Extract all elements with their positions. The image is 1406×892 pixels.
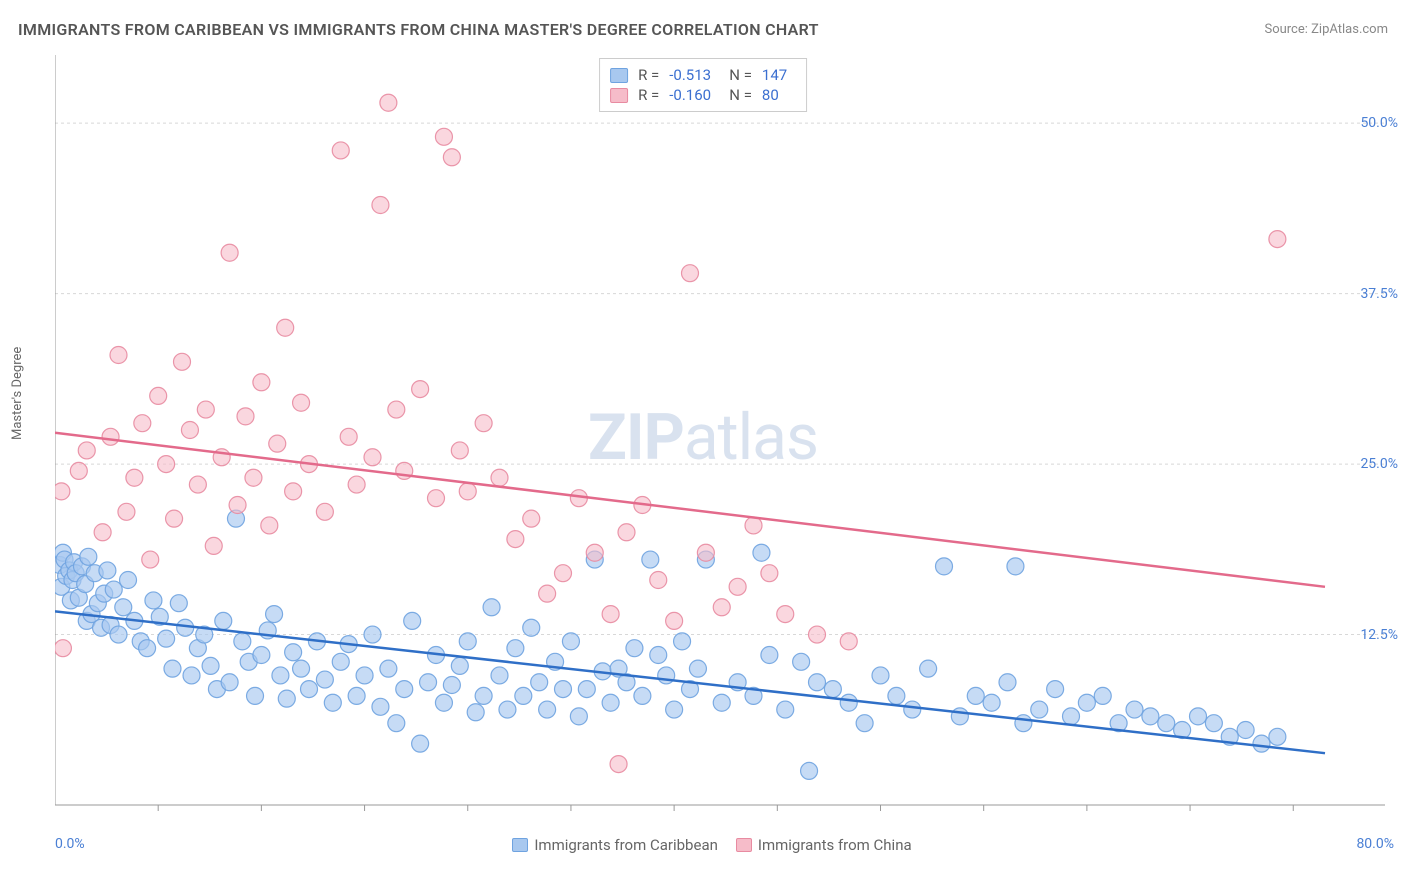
stat-r-value: -0.160 <box>669 86 719 104</box>
legend-swatch <box>512 838 528 852</box>
stat-n-value: 147 <box>762 66 796 84</box>
stat-r-label: R = <box>638 66 659 84</box>
y-tick-label: 37.5% <box>1360 286 1398 302</box>
y-tick-label: 50.0% <box>1360 115 1398 131</box>
source-label: Source: ZipAtlas.com <box>1264 22 1388 37</box>
scatter-plot <box>55 55 1385 825</box>
stats-legend-box: R = -0.513 N = 147 R = -0.160 N = 80 <box>599 58 807 112</box>
chart-title: IMMIGRANTS FROM CARIBBEAN VS IMMIGRANTS … <box>18 20 819 39</box>
y-tick-label: 25.0% <box>1360 456 1398 472</box>
stat-r-label: R = <box>638 86 659 104</box>
x-tick-label: 80.0% <box>1356 836 1394 852</box>
stat-row: R = -0.513 N = 147 <box>610 65 796 85</box>
y-axis-label: Master's Degree <box>10 347 25 440</box>
bottom-legend: Immigrants from Caribbean Immigrants from… <box>0 836 1406 854</box>
x-tick-label: 0.0% <box>55 836 85 852</box>
y-tick-label: 12.5% <box>1360 627 1398 643</box>
stat-r-value: -0.513 <box>669 66 719 84</box>
legend-swatch <box>610 88 628 103</box>
legend-swatch <box>736 838 752 852</box>
legend-label: Immigrants from China <box>758 836 912 854</box>
stat-n-value: 80 <box>762 86 796 104</box>
stat-n-label: N = <box>729 66 752 84</box>
stat-n-label: N = <box>729 86 752 104</box>
stat-row: R = -0.160 N = 80 <box>610 85 796 105</box>
legend-swatch <box>610 68 628 83</box>
legend-label: Immigrants from Caribbean <box>534 836 718 854</box>
